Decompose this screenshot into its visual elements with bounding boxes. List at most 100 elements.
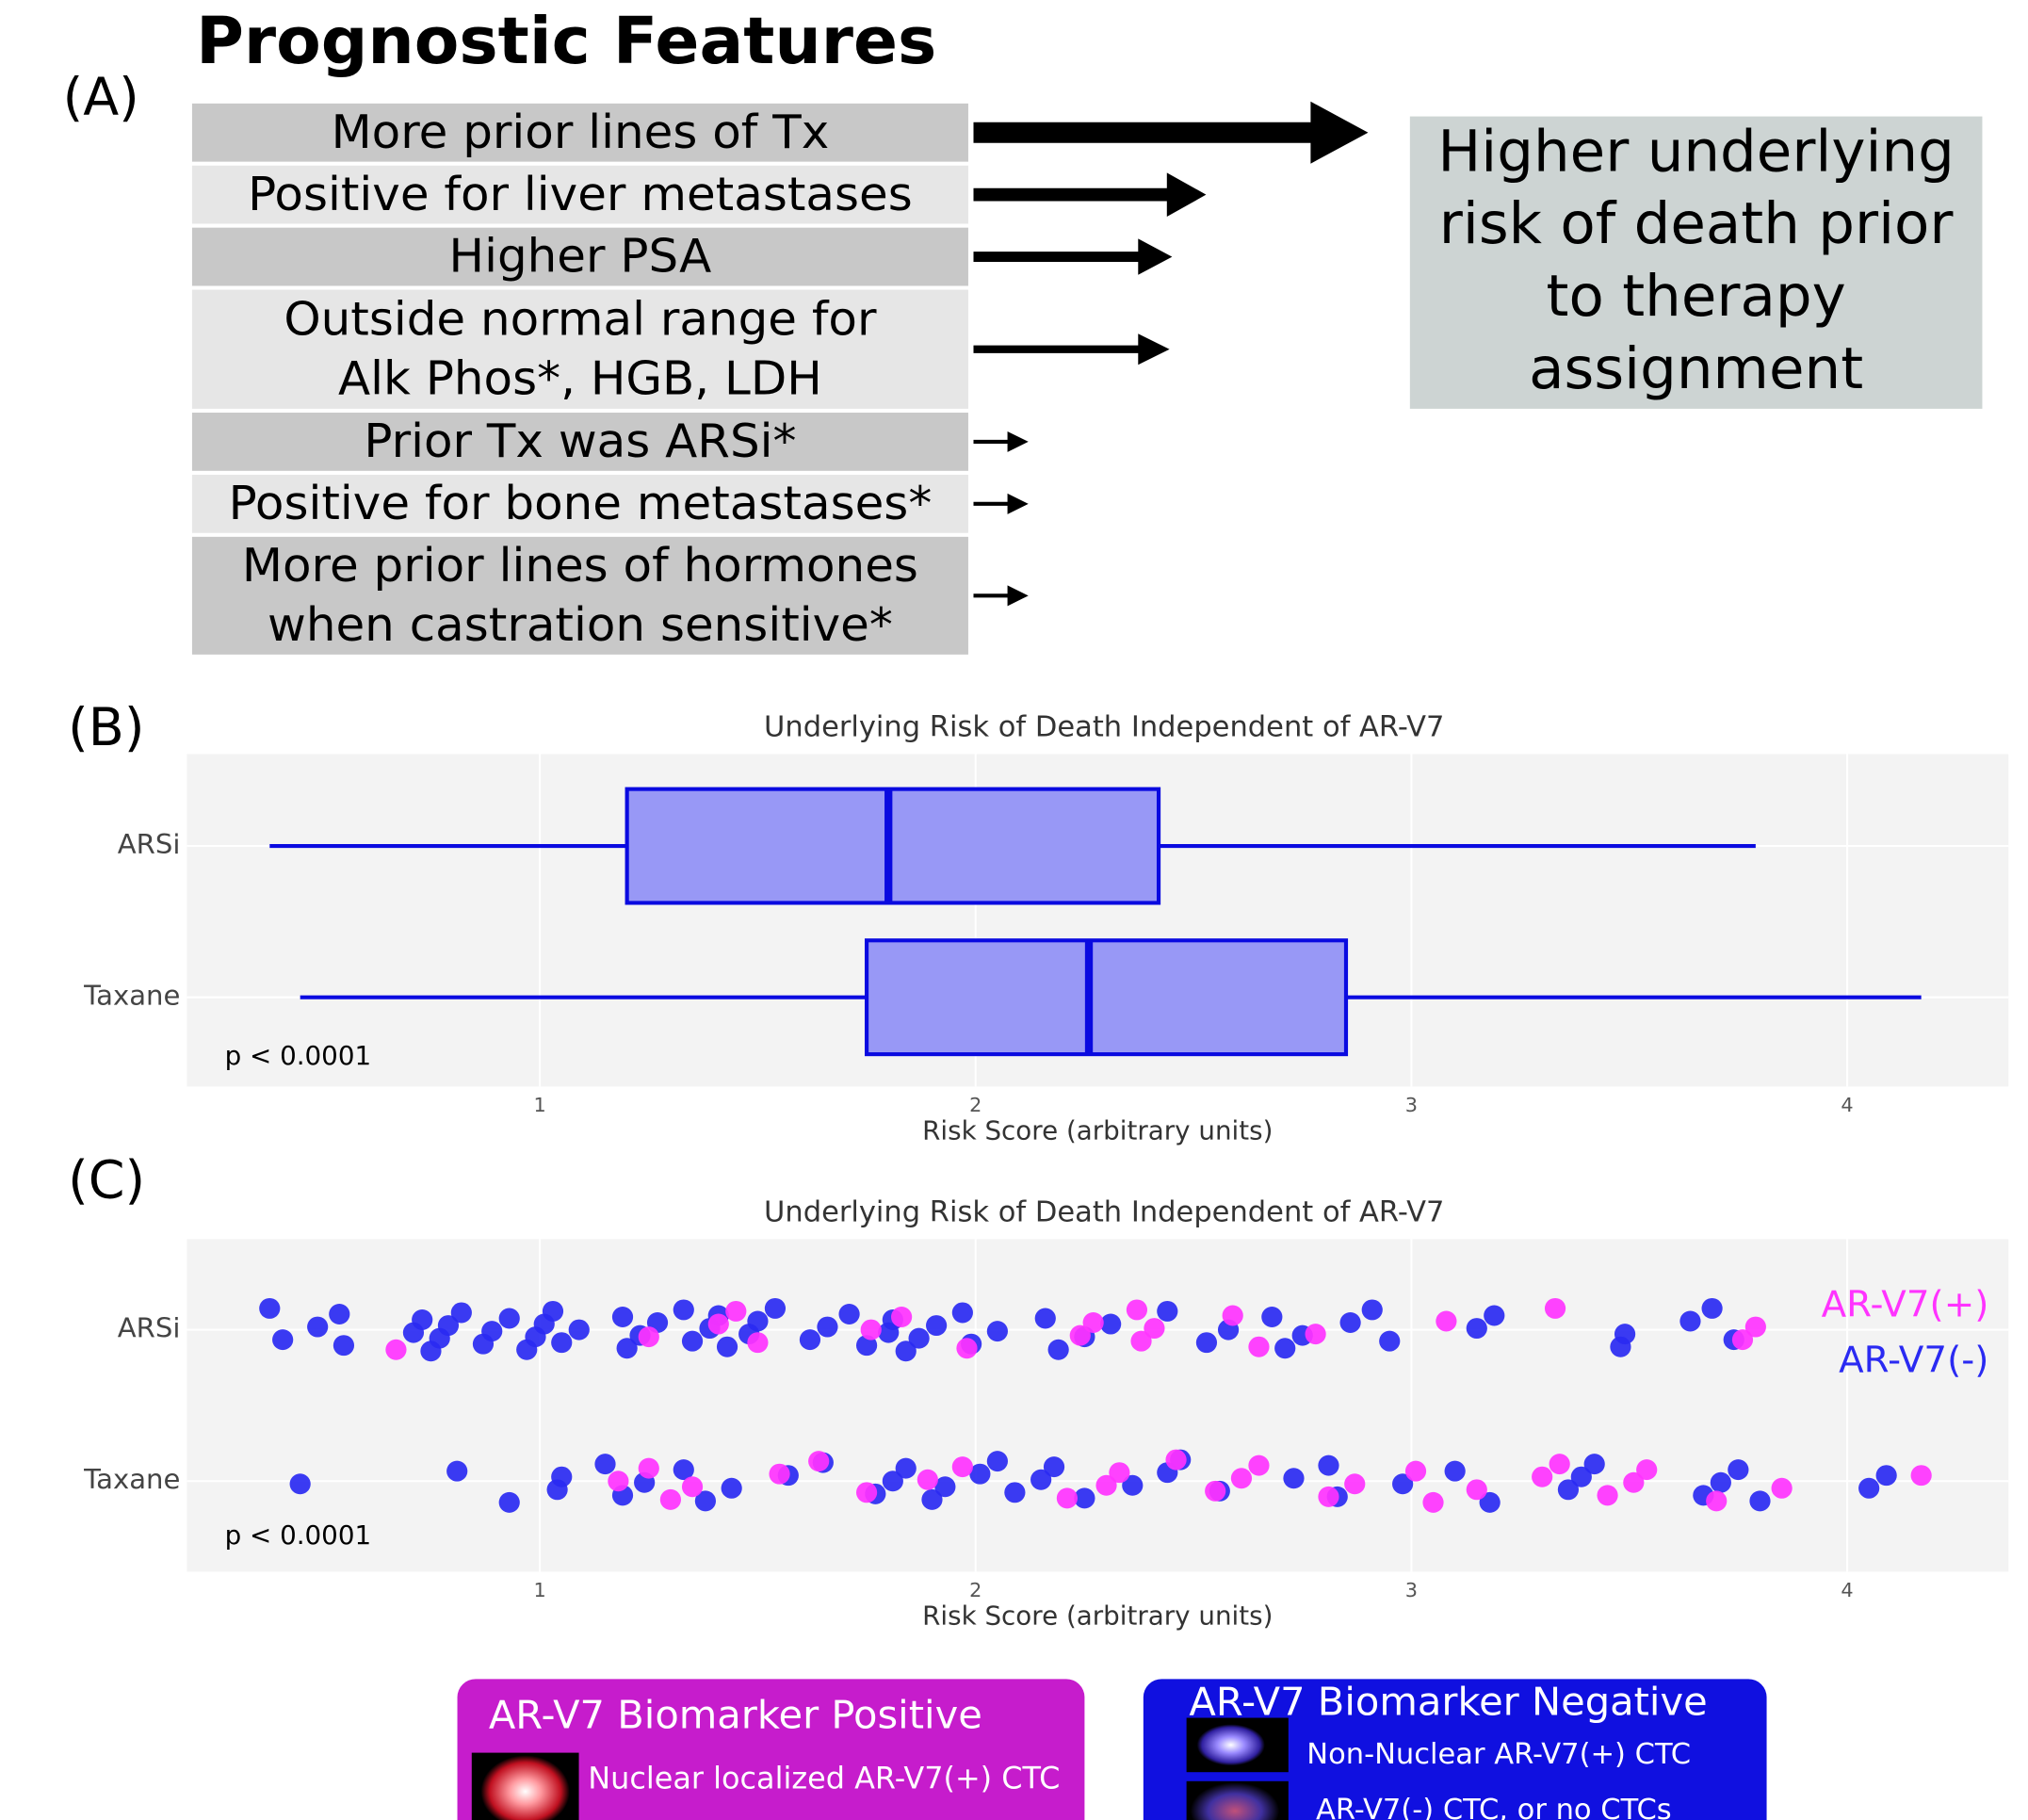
point xyxy=(499,1308,520,1329)
point xyxy=(412,1309,432,1330)
point xyxy=(673,1299,694,1320)
point xyxy=(1584,1454,1605,1474)
x-tick-label: 3 xyxy=(1405,1094,1418,1116)
point xyxy=(987,1321,1008,1341)
point xyxy=(1422,1492,1443,1513)
point xyxy=(747,1332,768,1353)
arrow xyxy=(973,172,1206,217)
point xyxy=(1283,1468,1304,1488)
point xyxy=(682,1331,703,1352)
point xyxy=(551,1467,572,1487)
point xyxy=(1532,1467,1552,1487)
point xyxy=(608,1471,628,1491)
arrow xyxy=(973,431,1028,452)
point xyxy=(1749,1490,1770,1511)
point xyxy=(1436,1311,1456,1332)
point xyxy=(569,1320,590,1341)
point xyxy=(1274,1338,1295,1358)
point xyxy=(956,1338,977,1358)
point xyxy=(1318,1487,1338,1507)
point xyxy=(1467,1479,1487,1500)
box-item: AR-V7(-) CTC, or no CTCs xyxy=(1316,1794,1672,1820)
feature-text: More prior lines of hormones xyxy=(242,538,918,593)
point xyxy=(682,1476,703,1497)
point xyxy=(1127,1299,1147,1320)
outcome-text: risk of death prior xyxy=(1439,191,1954,257)
box-item: Nuclear localized AR-V7(+) CTC xyxy=(588,1763,1060,1796)
point xyxy=(765,1298,786,1319)
point xyxy=(896,1458,917,1479)
point xyxy=(1467,1318,1487,1339)
point xyxy=(499,1492,520,1513)
feature-text: Positive for bone metastases* xyxy=(229,476,933,530)
x-tick-label: 4 xyxy=(1841,1094,1853,1116)
point xyxy=(1772,1478,1793,1499)
point xyxy=(1318,1455,1338,1476)
point xyxy=(1248,1455,1269,1476)
arrow xyxy=(973,333,1169,365)
y-tick-label: Taxane xyxy=(83,1463,180,1495)
point xyxy=(1706,1490,1727,1511)
point xyxy=(1702,1298,1723,1319)
panel-label: (A) xyxy=(63,68,139,128)
box-title: AR-V7 Biomarker Positive xyxy=(489,1693,982,1738)
point xyxy=(481,1321,502,1341)
point xyxy=(272,1329,293,1350)
point xyxy=(1109,1462,1129,1483)
point xyxy=(717,1337,738,1357)
point xyxy=(329,1304,349,1324)
legend-label: AR-V7(-) xyxy=(1839,1340,1988,1382)
point xyxy=(1679,1311,1700,1332)
point xyxy=(290,1473,311,1494)
point xyxy=(1405,1461,1426,1482)
point xyxy=(769,1464,789,1485)
point xyxy=(1344,1473,1365,1494)
point xyxy=(543,1301,563,1322)
point xyxy=(1035,1308,1056,1329)
annotation: p < 0.0001 xyxy=(225,1519,372,1551)
point xyxy=(1205,1481,1225,1502)
annotation: p < 0.0001 xyxy=(225,1040,372,1071)
chart-title: Underlying Risk of Death Independent of … xyxy=(764,711,1444,744)
figure: (A) Prognostic Features More prior lines o… xyxy=(0,0,2028,1820)
point xyxy=(1044,1456,1064,1477)
arrow xyxy=(973,102,1368,164)
feature-text: Positive for liver metastases xyxy=(248,167,913,221)
x-tick-label: 1 xyxy=(533,1094,545,1116)
point xyxy=(333,1335,354,1356)
panel-label: (B) xyxy=(68,698,144,758)
point xyxy=(1597,1485,1617,1505)
point xyxy=(1004,1482,1025,1503)
point xyxy=(1636,1459,1657,1480)
point xyxy=(1911,1465,1932,1486)
box-item: Non-Nuclear AR-V7(+) CTC xyxy=(1306,1738,1691,1771)
point xyxy=(861,1320,882,1341)
point xyxy=(259,1298,280,1319)
feature-text: More prior lines of Tx xyxy=(332,105,830,159)
point xyxy=(1048,1340,1069,1360)
point xyxy=(1165,1450,1186,1471)
feature-text: Prior Tx was ARSi* xyxy=(364,414,796,468)
box xyxy=(627,789,1159,903)
panel-title: Prognostic Features xyxy=(196,4,936,79)
point xyxy=(451,1302,472,1323)
point xyxy=(307,1317,328,1338)
point xyxy=(1223,1305,1243,1325)
point xyxy=(660,1489,681,1510)
point xyxy=(1614,1324,1635,1344)
point xyxy=(551,1332,572,1353)
arrow xyxy=(973,238,1172,274)
point xyxy=(817,1317,837,1338)
outcome-text: to therapy xyxy=(1547,264,1846,330)
point xyxy=(856,1482,877,1503)
arrow xyxy=(973,494,1028,514)
y-tick-label: Taxane xyxy=(83,980,180,1012)
point xyxy=(1876,1465,1897,1486)
point xyxy=(987,1451,1008,1471)
point xyxy=(909,1328,930,1349)
box xyxy=(867,940,1346,1054)
point xyxy=(1196,1332,1217,1353)
plot-area xyxy=(187,1239,2008,1571)
x-tick-label: 2 xyxy=(969,1579,982,1601)
chart-title: Underlying Risk of Death Independent of … xyxy=(764,1196,1444,1229)
